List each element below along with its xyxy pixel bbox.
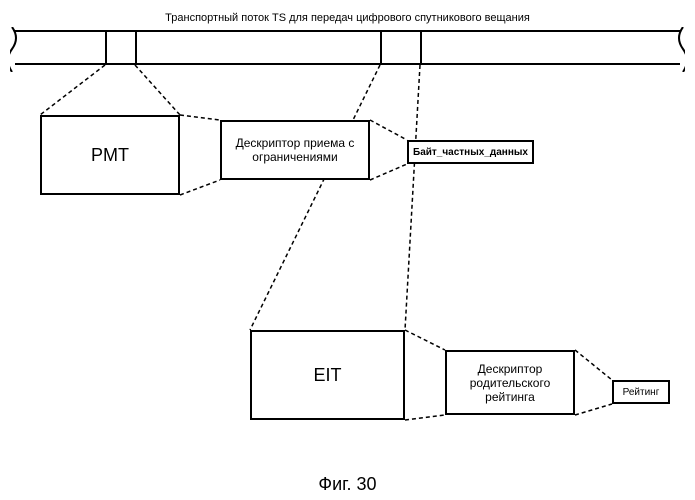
pmt-label: PMT: [91, 145, 129, 166]
pmt-box: PMT: [40, 115, 180, 195]
stream-divider-4: [420, 32, 422, 63]
private-data-box: Байт_частных_данных: [407, 140, 534, 164]
descriptor-reception-label: Дескриптор приема с ограничениями: [226, 136, 364, 164]
transport-stream-bar: [15, 30, 680, 65]
private-data-label: Байт_частных_данных: [413, 147, 528, 158]
descriptor-parental-label: Дескриптор родительского рейтинга: [451, 362, 569, 404]
stream-divider-2: [135, 32, 137, 63]
stream-divider-1: [105, 32, 107, 63]
eit-label: EIT: [313, 365, 341, 386]
descriptor-parental-box: Дескриптор родительского рейтинга: [445, 350, 575, 415]
dashed-connectors: [0, 0, 695, 500]
descriptor-reception-box: Дескриптор приема с ограничениями: [220, 120, 370, 180]
figure-label: Фиг. 30: [318, 474, 376, 495]
diagram-title: Транспортный поток TS для передач цифров…: [165, 12, 530, 24]
rating-box: Рейтинг: [612, 380, 670, 404]
eit-box: EIT: [250, 330, 405, 420]
stream-cut-left: [10, 27, 24, 72]
stream-cut-right: [671, 27, 685, 72]
stream-divider-3: [380, 32, 382, 63]
rating-label: Рейтинг: [623, 387, 660, 398]
